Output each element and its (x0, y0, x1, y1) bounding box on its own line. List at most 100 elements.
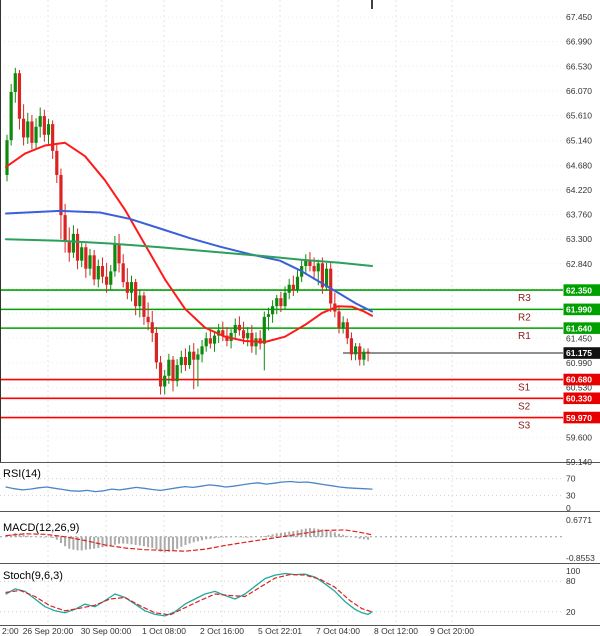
candle-body (88, 255, 92, 269)
candle-body (271, 306, 275, 315)
time-axis-label: 7 Oct 04:00 (316, 626, 360, 636)
candle-body (109, 271, 113, 285)
candle-body (229, 332, 233, 341)
price-axis-box-label: 61.990 (566, 305, 592, 315)
time-axis-label: 5 Oct 22:01 (258, 626, 302, 636)
candle-body (59, 174, 63, 216)
time-axis-label: 26 Sep 20:00 (23, 626, 74, 636)
candle-body (42, 116, 46, 135)
candle-body (225, 335, 229, 341)
price-axis-box (563, 284, 600, 296)
candle-body (196, 354, 200, 360)
candle-body (183, 357, 188, 366)
price-axis-box-label: 62.350 (566, 285, 592, 295)
candle-body (142, 295, 146, 317)
price-axis-box (563, 373, 600, 386)
candle-body (22, 118, 26, 138)
candle-body (212, 335, 217, 344)
candle-body (304, 260, 308, 267)
price-axis-box (563, 411, 600, 424)
candle-body (13, 73, 17, 92)
price-axis-tick: 63.760 (566, 210, 592, 220)
candle-body (324, 268, 329, 288)
price-axis-tick: 65.140 (566, 136, 592, 146)
candle-body (221, 330, 225, 336)
candle-body (146, 316, 150, 323)
macd-scale-label: -0.8553 (566, 553, 595, 563)
price-axis-tick: 64.220 (566, 185, 592, 195)
candle-body (84, 247, 88, 269)
candle-body (200, 346, 204, 355)
candle-body (171, 359, 175, 382)
price-axis-tick: 62.840 (566, 259, 592, 269)
rsi-scale-label: 0 (566, 503, 571, 513)
candle-body (192, 351, 196, 360)
stoch-panel-label: Stoch(9,6,3) (3, 570, 63, 582)
candle-body (312, 266, 316, 272)
candle-body (279, 298, 283, 307)
time-axis-label: 1 Oct 08:00 (142, 626, 186, 636)
candle-body (308, 260, 312, 267)
candle-body (154, 332, 158, 363)
price-axis-box-label: 60.330 (566, 393, 592, 403)
candle-body (92, 255, 96, 280)
price-axis-tick: 61.450 (566, 333, 592, 343)
price-axis-box (563, 322, 600, 334)
price-axis-box (563, 303, 600, 316)
candle-body (105, 276, 109, 285)
candle-body (134, 282, 138, 307)
candle-body (167, 359, 171, 376)
price-axis-tick: 60.530 (566, 383, 592, 393)
candle-body (150, 322, 154, 333)
candle-body (67, 241, 71, 253)
candle-body (175, 365, 179, 382)
candle-body (345, 322, 349, 339)
price-axis-tick: 66.070 (566, 86, 592, 96)
price-axis-tick: 65.610 (566, 111, 592, 121)
time-axis-label: 9 Oct 20:00 (430, 626, 474, 636)
support-tag: S1 (518, 383, 531, 394)
candle-body (71, 233, 75, 253)
time-axis-label: 2:00 (2, 626, 19, 636)
candle-body (125, 282, 129, 293)
support-tag: S3 (518, 421, 531, 432)
candle-body (316, 263, 320, 272)
ma-mid-blue (5, 209, 373, 313)
price-axis-tick: 60.990 (566, 358, 592, 368)
candle-body (38, 116, 42, 127)
candle-body (283, 292, 287, 307)
candle-body (275, 298, 279, 307)
price-axis-tick: 63.300 (566, 234, 592, 244)
candle-body (100, 266, 105, 277)
candle-body (233, 324, 237, 333)
price-axis-tick: 64.680 (566, 160, 592, 170)
candle-body (241, 330, 246, 339)
price-axis-tick: 66.530 (566, 61, 592, 71)
candle-body (358, 346, 362, 360)
candle-body (51, 124, 55, 151)
candle-body (34, 126, 38, 143)
candle-body (158, 362, 163, 387)
candle-body (17, 73, 22, 119)
resistance-tag: R1 (518, 331, 531, 342)
ma-fast-red (5, 141, 373, 343)
candle-body (163, 375, 167, 387)
time-axis-label: 2 Oct 16:00 (200, 626, 244, 636)
candle-body (46, 124, 51, 135)
resistance-tag: R2 (518, 312, 531, 323)
rsi-line (5, 480, 373, 493)
price-axis-tick: 59.600 (566, 432, 592, 442)
candle-body (250, 332, 254, 347)
candle-body (295, 276, 300, 291)
candle-body (55, 150, 59, 175)
price-axis-box-label: 60.680 (566, 375, 592, 385)
price-axis-box-label: 61.175 (566, 348, 592, 358)
candle-body (63, 215, 67, 242)
candle-body (75, 233, 80, 261)
candle-body (96, 266, 100, 280)
candle-body (179, 357, 183, 366)
candle-body (26, 121, 30, 138)
resistance-tag: R3 (518, 293, 531, 304)
